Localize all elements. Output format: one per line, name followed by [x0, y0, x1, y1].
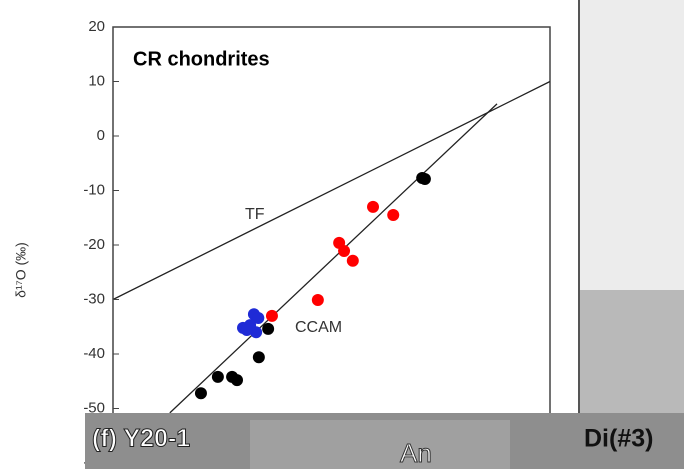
data-point	[312, 294, 324, 306]
reference-line	[170, 104, 497, 413]
plot-area	[113, 82, 550, 413]
plot-frame	[113, 27, 550, 463]
image-texture	[250, 420, 510, 469]
image-panel	[580, 290, 684, 413]
y-tick-label: -20	[83, 236, 105, 253]
chart-title: CR chondrites	[133, 48, 270, 70]
y-tick-label: -30	[83, 290, 105, 307]
data-point	[266, 310, 278, 322]
data-point	[387, 209, 399, 221]
reference-line	[113, 82, 550, 300]
y-tick-label: 0	[97, 127, 105, 144]
y-tick-label: 20	[88, 18, 105, 35]
data-point	[338, 245, 350, 257]
data-point	[253, 351, 265, 363]
data-point	[367, 201, 379, 213]
y-tick-label: -40	[83, 345, 105, 362]
image-panel	[580, 0, 684, 300]
data-point	[419, 173, 431, 185]
chart: CR chondrites δ¹⁷O (‰) 20 10 0 -10 -20 -30 -40…	[0, 0, 684, 469]
y-tick-label: -10	[83, 181, 105, 198]
data-point	[262, 323, 274, 335]
overlay-label: Di(#3)	[584, 425, 653, 453]
data-point	[231, 374, 243, 386]
line-label: TF	[245, 206, 265, 223]
y-tick-label: 10	[88, 72, 105, 89]
data-point	[212, 371, 224, 383]
overlay-label: (f) Y20-1	[92, 425, 190, 453]
y-axis-label: δ¹⁷O (‰)	[13, 242, 29, 298]
overlay-label: An	[400, 438, 432, 468]
data-point	[241, 324, 253, 336]
line-label: CCAM	[295, 319, 342, 336]
data-point	[195, 387, 207, 399]
data-point	[347, 255, 359, 267]
